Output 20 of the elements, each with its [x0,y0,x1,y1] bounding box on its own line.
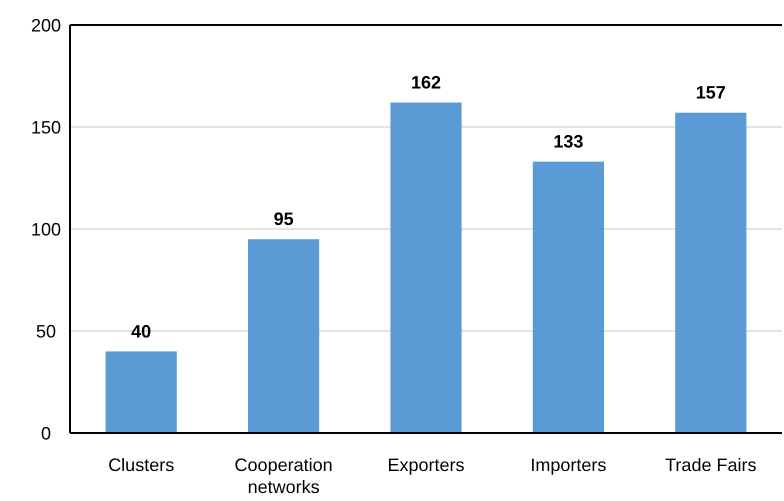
data-label: 40 [131,321,152,342]
x-tick-label: Exporters [387,455,465,475]
y-tick-label: 100 [30,219,62,240]
bar [675,112,746,433]
x-tick-label: Trade Fairs [665,455,756,475]
y-tick-label: 0 [40,423,52,444]
y-tick-label: 50 [36,321,56,342]
data-label: 95 [274,209,294,230]
data-label: 157 [696,82,726,103]
data-label: 162 [410,72,442,93]
bar [532,162,604,433]
y-tick-label: 200 [30,15,62,36]
bar [390,102,462,433]
x-tick-label: Cooperation networks [234,455,333,497]
x-tick-label: Importers [530,455,606,475]
bar [106,351,177,433]
data-label: 133 [553,132,584,152]
y-tick-label: 150 [30,117,62,138]
bar [248,239,320,433]
x-tick-label: Clusters [108,455,174,475]
